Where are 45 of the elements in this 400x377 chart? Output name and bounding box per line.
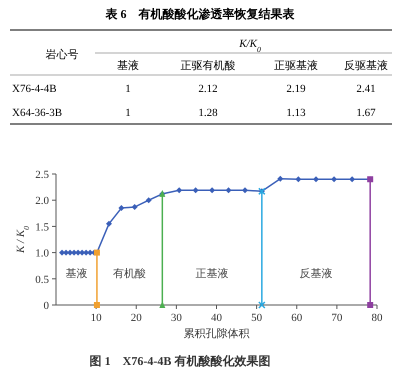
- x-tick-label: 70: [331, 312, 343, 324]
- point: [146, 197, 152, 204]
- y-tick-label: 0.5: [35, 274, 50, 286]
- category-label: 正驱基液: [274, 59, 318, 72]
- y-tick-label: 2.5: [35, 169, 50, 181]
- text: 表 6 有机酸酸化渗透率恢复结果表: [104, 7, 296, 21]
- text: 岩心号: [46, 48, 78, 61]
- text: K/K$_{0}$: [238, 38, 261, 54]
- y-tick-label: 1.5: [35, 221, 50, 234]
- text: 2.41: [356, 83, 376, 95]
- text: 1: [125, 107, 131, 119]
- text: 2.12: [198, 83, 218, 95]
- point: [94, 302, 100, 308]
- annotation: 有机酸: [113, 268, 146, 280]
- category-label: 基液: [117, 59, 139, 72]
- category-label: 正驱有机酸: [180, 60, 236, 72]
- x-tick-label: 20: [130, 312, 142, 324]
- y-tick-label: 2.0: [35, 195, 50, 208]
- annotation: 反基液: [300, 267, 333, 280]
- text: 2.19: [286, 83, 306, 95]
- category-label: X64-36-3B: [12, 107, 62, 119]
- point: [258, 301, 266, 309]
- category-label: X76-4-4B: [12, 83, 57, 95]
- annotation: 正基液: [196, 267, 229, 280]
- text: 1.67: [356, 107, 376, 119]
- point: [132, 204, 138, 210]
- x-tick-label: 40: [211, 312, 222, 324]
- x-axis-title: 累积孔隙体积: [184, 328, 250, 340]
- annotation: 基液: [65, 267, 88, 280]
- x-tick-label: 60: [291, 312, 303, 324]
- x-tick-label: 80: [372, 312, 383, 324]
- text: 图 1 X76-4-4B 有机酸酸化效果图: [90, 354, 270, 368]
- text: 1: [125, 83, 131, 95]
- category-label: 反驱基液: [344, 59, 388, 72]
- y-tick-label: 0: [44, 300, 50, 312]
- point: [367, 302, 374, 308]
- text: 1.28: [198, 107, 218, 119]
- point: [277, 176, 284, 182]
- point: [106, 220, 112, 227]
- x-tick-label: 30: [170, 312, 182, 324]
- x-tick-label: 50: [251, 312, 263, 324]
- y-tick-label: 1.0: [35, 248, 50, 260]
- x-tick-label: 10: [90, 312, 102, 324]
- point: [118, 205, 124, 212]
- text: 1.13: [286, 107, 306, 119]
